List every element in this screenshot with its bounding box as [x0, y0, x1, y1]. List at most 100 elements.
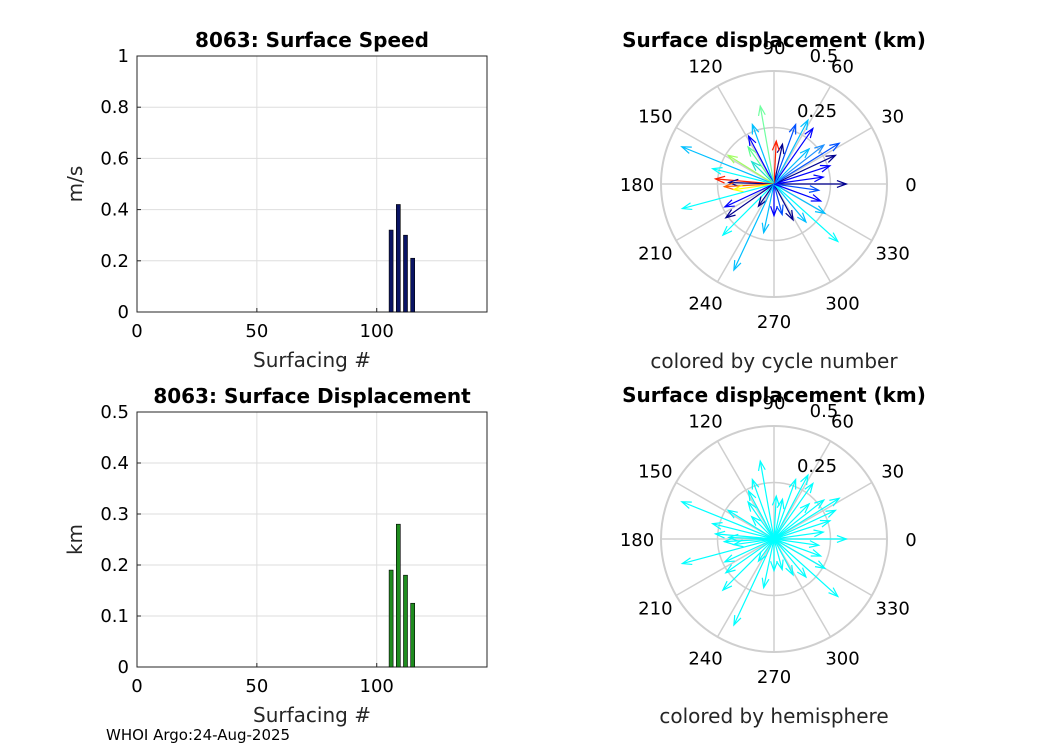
displacement-arrow [773, 154, 838, 185]
arrow-shaft [773, 148, 810, 185]
displacement-arrow [773, 538, 784, 572]
displacement-arrow [773, 183, 784, 217]
arrow-head [808, 540, 821, 548]
displacement-arrow [680, 146, 775, 185]
displacement-arrow [747, 134, 775, 185]
arrow-head [750, 515, 761, 526]
displacement-arrow [773, 538, 821, 548]
arrow-head [796, 567, 808, 579]
arrow-shaft [773, 538, 826, 569]
arrow-head [721, 225, 733, 237]
displacement-arrow [774, 180, 849, 188]
displacement-arrow [680, 501, 775, 540]
arrow-head [813, 174, 825, 183]
angle-label: 210 [638, 599, 672, 620]
arrow-head [726, 154, 738, 164]
y-tick-label: 0.6 [100, 148, 129, 169]
displacement-arrow [722, 182, 775, 191]
arrow-head [757, 459, 766, 472]
arrow-shaft [757, 183, 775, 207]
arrow-head [733, 260, 742, 272]
displacement-arrow [727, 533, 775, 542]
arrow-head [680, 146, 692, 154]
arrow-head [747, 134, 757, 147]
arrow-shaft [681, 501, 775, 540]
arrow-shaft [773, 496, 777, 540]
angle-label: 180 [620, 175, 654, 196]
y-tick-label: 0.8 [100, 97, 129, 118]
arrow-head [747, 145, 757, 157]
displacement-arrow [747, 489, 775, 540]
angle-label: 120 [688, 411, 722, 432]
displacement-arrow [774, 535, 849, 543]
y-tick-label: 0.4 [100, 200, 129, 221]
y-tick-label: 0.2 [100, 555, 129, 576]
displacement-arrow [723, 538, 775, 563]
displacement-arrow [773, 183, 840, 243]
x-tick-label: 50 [245, 321, 268, 342]
arrow-shaft [733, 538, 775, 626]
arrow-head [829, 497, 841, 507]
displacement-arrow [773, 142, 841, 185]
displacement-arrow [726, 509, 775, 540]
arrow-head [731, 539, 744, 548]
angle-label: 150 [638, 462, 672, 483]
arrow-shaft [724, 538, 775, 543]
arrow-shaft [682, 183, 775, 210]
arrow-head [829, 142, 841, 152]
arrow-head [799, 147, 811, 159]
angle-label: 60 [831, 56, 854, 77]
polar-spoke [716, 440, 775, 540]
arrow-shaft [763, 183, 775, 233]
chart-caption: colored by hemisphere [659, 704, 888, 728]
displacement-arrow [770, 184, 778, 218]
arrow-head [813, 529, 825, 538]
arrow-shaft [773, 128, 814, 185]
arrow-shaft [773, 176, 824, 185]
arrow-head [799, 502, 811, 514]
displacement-arrow [710, 522, 775, 540]
displacement-arrow [731, 183, 775, 193]
bar [396, 523, 401, 668]
polar-spoke [675, 183, 775, 242]
arrow-shaft [681, 146, 775, 185]
angle-label: 150 [638, 107, 672, 128]
arrow-shaft [751, 479, 775, 540]
arrow-head [800, 473, 809, 486]
radius-label: 0.5 [810, 401, 839, 422]
arrow-head [721, 580, 733, 592]
arrow-shaft [724, 183, 775, 208]
displacement-arrow [773, 174, 825, 185]
arrow-head [747, 500, 757, 512]
polar-spoke [773, 85, 832, 185]
bar [410, 257, 415, 313]
arrow-shaft [773, 154, 836, 185]
x-tick-label: 100 [360, 321, 394, 342]
arrow-head [788, 477, 797, 490]
arrow-shaft [724, 183, 775, 188]
y-tick-label: 0.1 [100, 606, 129, 627]
arrow-shaft [773, 497, 840, 540]
arrow-shaft [773, 474, 809, 540]
displacement-arrow [750, 515, 775, 540]
displacement-arrow [773, 118, 809, 185]
displacement-arrow [773, 538, 827, 570]
arrow-head [804, 482, 814, 494]
arrow-shaft [773, 531, 824, 540]
arrow-shaft [733, 183, 775, 191]
displacement-arrow [724, 538, 775, 574]
arrow-head [761, 222, 770, 235]
arrow-head [771, 494, 780, 506]
angle-label: 30 [881, 107, 904, 128]
displacement-arrow [770, 539, 778, 573]
angle-label: 300 [825, 649, 859, 670]
y-tick-label: 0.4 [100, 453, 129, 474]
arrow-head [761, 577, 770, 590]
displacement-arrow [733, 183, 775, 272]
radius-label: 0.25 [797, 456, 837, 477]
bar [388, 569, 394, 668]
compass-plot-hemisphere: 0 30 60 90 120 150 180 210 240 270 300 330 0.25 0.5Su… [620, 383, 926, 728]
displacement-arrow [757, 183, 775, 208]
arrow-head [814, 498, 826, 509]
x-tick-label: 0 [131, 676, 142, 697]
